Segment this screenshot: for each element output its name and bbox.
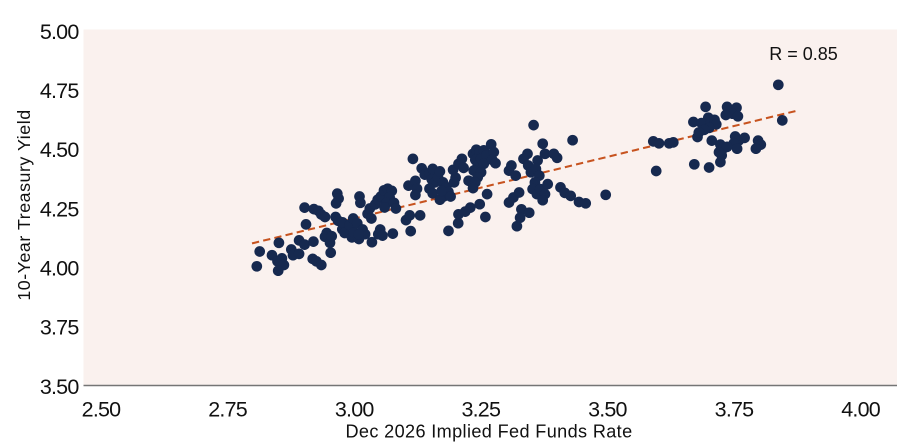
svg-text:R = 0.85: R = 0.85	[769, 44, 838, 64]
svg-text:3.50: 3.50	[40, 375, 79, 399]
svg-text:2.75: 2.75	[208, 398, 247, 422]
svg-text:4.50: 4.50	[40, 138, 79, 162]
svg-text:3.00: 3.00	[335, 398, 374, 422]
svg-text:3.75: 3.75	[40, 316, 79, 340]
svg-text:10-Year Treasury Yield: 10-Year Treasury Yield	[14, 109, 34, 300]
svg-text:5.00: 5.00	[40, 20, 79, 44]
svg-text:4.00: 4.00	[841, 398, 880, 422]
svg-text:3.25: 3.25	[461, 398, 500, 422]
svg-text:3.75: 3.75	[715, 398, 754, 422]
svg-text:3.50: 3.50	[588, 398, 627, 422]
svg-text:4.75: 4.75	[40, 79, 79, 103]
svg-text:4.00: 4.00	[40, 257, 79, 281]
svg-text:Dec 2026 Implied Fed Funds Rat: Dec 2026 Implied Fed Funds Rate	[345, 422, 632, 442]
svg-text:2.50: 2.50	[82, 398, 121, 422]
svg-text:4.25: 4.25	[40, 197, 79, 221]
